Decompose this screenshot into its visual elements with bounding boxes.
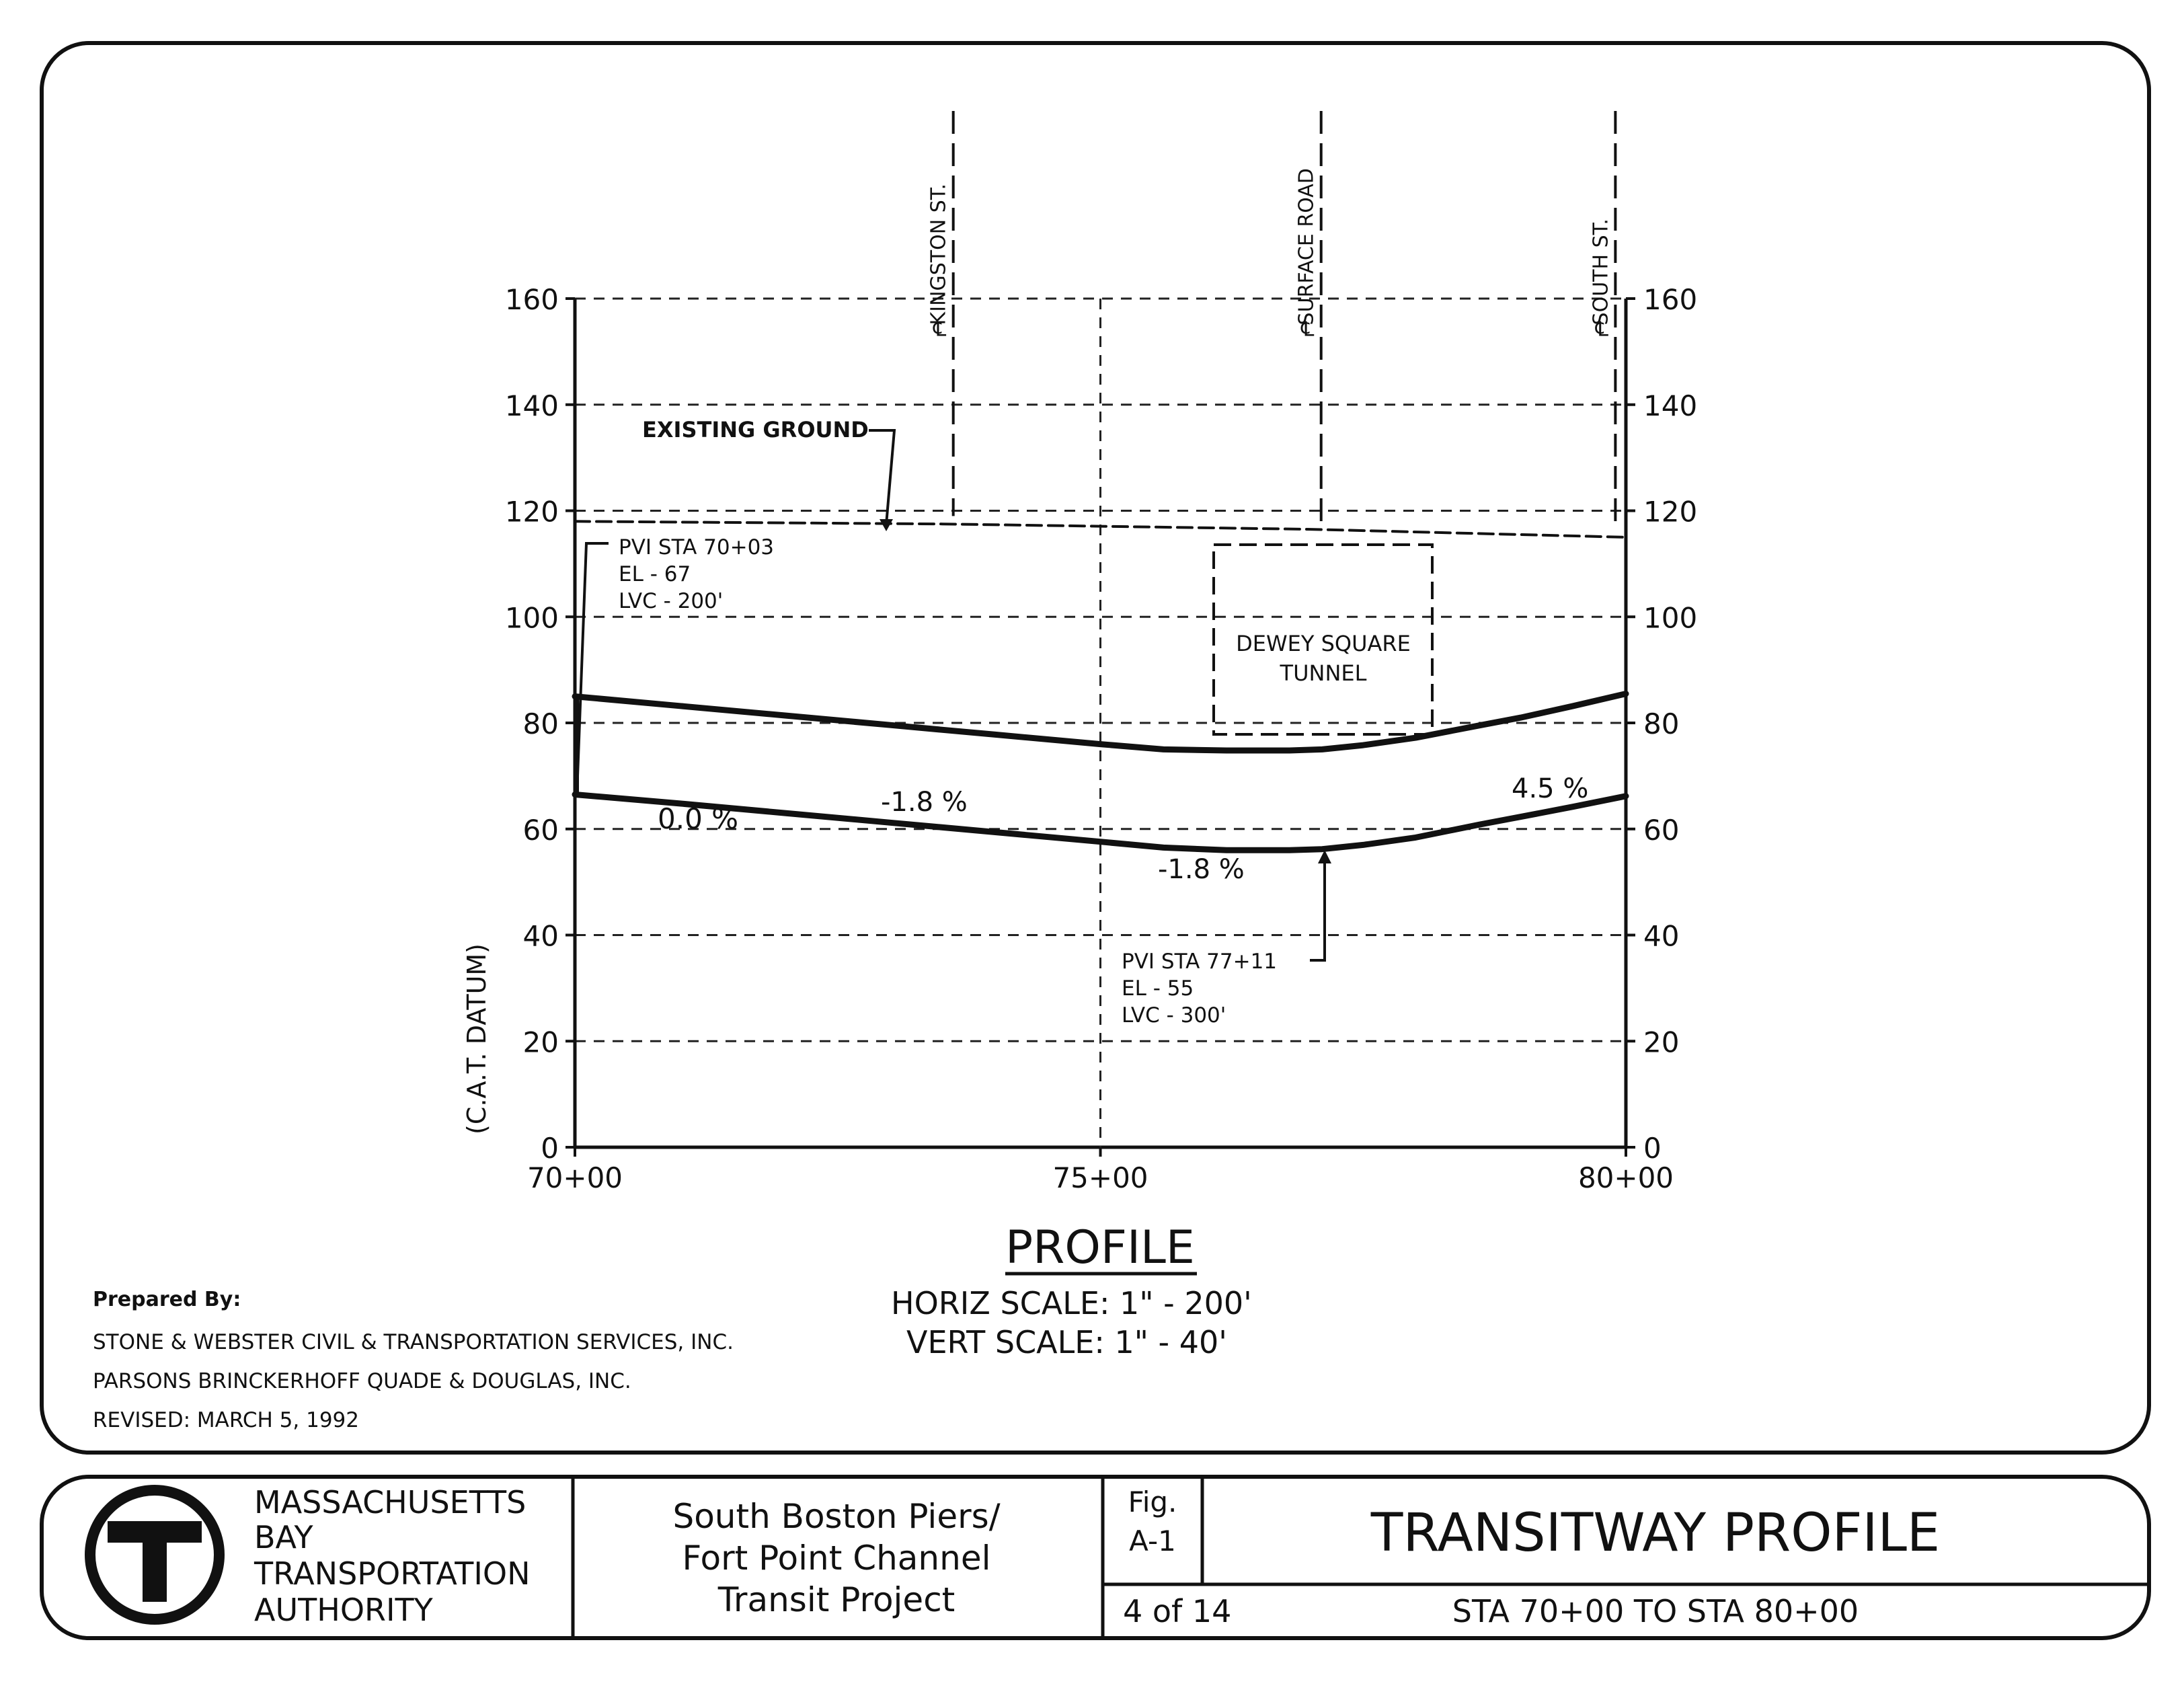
horiz-scale: HORIZ SCALE: 1" - 200'	[891, 1285, 1252, 1321]
profile-title: PROFILE	[1005, 1221, 1195, 1274]
y-tick-label-left: 160	[505, 283, 559, 316]
y-tick-label-left: 140	[505, 389, 559, 422]
sheet-number: 4 of 14	[1123, 1593, 1231, 1629]
y-tick-label-left: 120	[505, 496, 559, 529]
y-tick-label-right: 60	[1643, 814, 1679, 847]
leader-arrow-icon	[1318, 850, 1331, 863]
authority-line-4: AUTHORITY	[254, 1592, 434, 1628]
pvi2-label: PVI STA 77+11	[1122, 950, 1277, 974]
grade-label: 0.0 %	[658, 802, 738, 835]
existing-ground-line	[574, 520, 1627, 539]
y-tick-label-left: 0	[541, 1132, 559, 1165]
y-tick-label-right: 160	[1643, 283, 1697, 316]
y-tick-label-right: 0	[1643, 1132, 1662, 1165]
leader-arrow-icon	[880, 519, 893, 531]
fig-number: A-1	[1129, 1524, 1176, 1557]
y-tick-label-right: 20	[1643, 1026, 1679, 1058]
y-tick-label-left: 80	[523, 707, 559, 740]
y-tick-label-right: 140	[1643, 389, 1697, 422]
dewey-tunnel-box	[1212, 543, 1434, 736]
pvi2-label: EL - 55	[1122, 976, 1194, 1001]
vert-scale: VERT SCALE: 1" - 40'	[906, 1324, 1227, 1360]
project-line-3: Transit Project	[717, 1580, 956, 1619]
mbta-logo-icon	[85, 1485, 225, 1625]
cross-street-label: SURFACE ROAD	[1295, 168, 1319, 325]
x-tick-label: 70+00	[527, 1161, 623, 1194]
authority-line-2: BAY	[254, 1519, 313, 1555]
drawing-title: TRANSITWAY PROFILE	[1370, 1503, 1940, 1563]
cross-street-label: KINGSTON ST.	[927, 184, 951, 325]
pvi1-leader	[576, 542, 609, 794]
pvi1-label: EL - 67	[619, 562, 691, 586]
pvi2-label: LVC - 300'	[1122, 1003, 1226, 1028]
authority-line-1: MASSACHUSETTS	[254, 1484, 526, 1520]
pvi1-label: LVC - 200'	[619, 589, 723, 613]
profile-top-line	[572, 691, 1629, 754]
cross-street-label: SOUTH ST.	[1589, 219, 1612, 325]
profile-bottom-line	[572, 791, 1629, 853]
x-tick-label: 80+00	[1578, 1161, 1674, 1194]
pvi1-label: PVI STA 70+03	[619, 535, 774, 559]
y-tick-label-right: 100	[1643, 601, 1697, 634]
existing-ground-label: EXISTING GROUND	[642, 417, 869, 442]
centerline-icon: ℄	[933, 317, 946, 341]
x-tick-label: 75+00	[1052, 1161, 1148, 1194]
title-block-border	[40, 1475, 2151, 1640]
dewey-tunnel-label-1: DEWEY SQUARE	[1236, 631, 1411, 656]
pvi2-leader	[1310, 853, 1326, 962]
fig-label: Fig.	[1128, 1485, 1177, 1518]
profile-chart: 0 0 20 20 40 40 60 60 80 80 100 100 120 120 140 140 160 1…	[462, 111, 1697, 1194]
y-tick-label-left: 100	[505, 601, 559, 634]
title-block: MASSACHUSETTS BAY TRANSPORTATION AUTHORI…	[40, 1475, 2151, 1640]
centerline-icon: ℄	[1595, 317, 1608, 341]
y-tick-label-right: 40	[1643, 920, 1679, 953]
prepared-by-heading: Prepared By:	[93, 1288, 241, 1311]
grade-label: 4.5 %	[1512, 773, 1588, 804]
existing-ground-leader	[869, 429, 896, 525]
project-line-1: South Boston Piers/	[672, 1497, 1000, 1536]
y-tick-label-left: 60	[523, 814, 559, 847]
revised-date: REVISED: MARCH 5, 1992	[93, 1408, 359, 1432]
dewey-tunnel-label-2: TUNNEL	[1280, 660, 1367, 686]
y-tick-label-right: 120	[1643, 496, 1697, 529]
project-line-2: Fort Point Channel	[682, 1539, 991, 1578]
preparer-1: STONE & WEBSTER CIVIL & TRANSPORTATION S…	[93, 1330, 734, 1354]
grade-label: -1.8 %	[881, 787, 968, 818]
y-tick-label-right: 80	[1643, 707, 1679, 740]
y-axis-label: (C.A.T. DATUM)	[462, 943, 492, 1134]
y-tick-label-left: 20	[523, 1026, 559, 1058]
y-tick-label-left: 40	[523, 920, 559, 953]
station-range: STA 70+00 TO STA 80+00	[1452, 1593, 1859, 1629]
preparer-2: PARSONS BRINCKERHOFF QUADE & DOUGLAS, IN…	[93, 1369, 631, 1393]
authority-line-3: TRANSPORTATION	[254, 1555, 531, 1592]
centerline-icon: ℄	[1300, 317, 1314, 341]
sheet-border	[40, 41, 2151, 1455]
grade-label: -1.8 %	[1158, 854, 1245, 885]
